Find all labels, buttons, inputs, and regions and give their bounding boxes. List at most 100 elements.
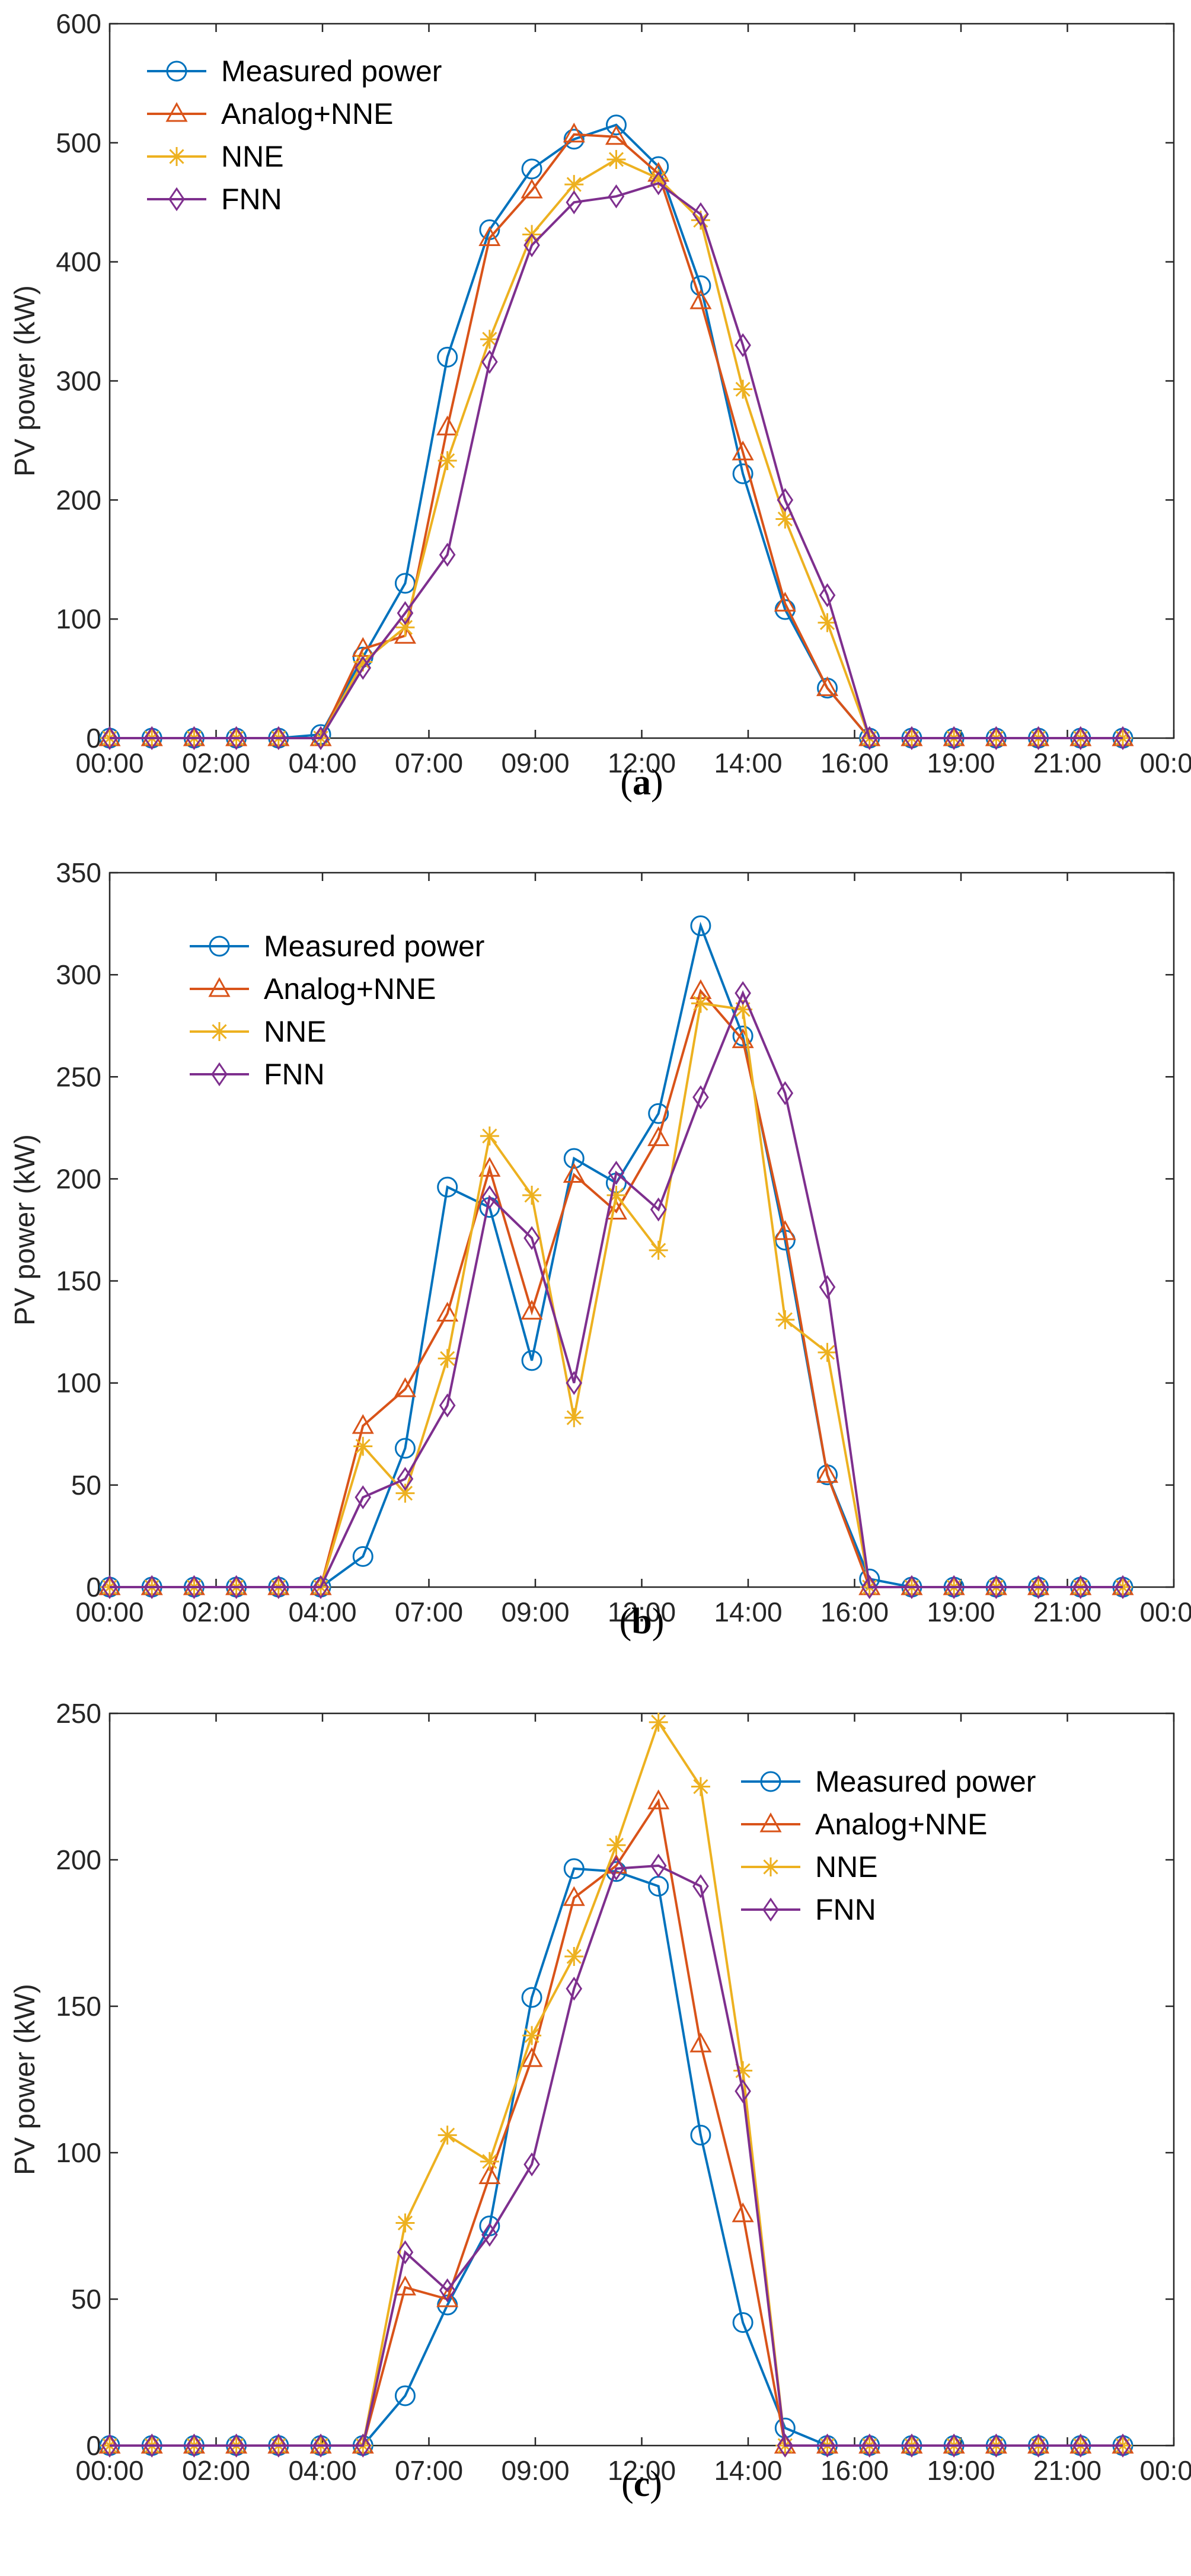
y-tick-label: 0 — [86, 1572, 101, 1603]
data-point — [819, 583, 836, 608]
data-point — [439, 542, 456, 567]
y-tick-label: 100 — [56, 604, 101, 634]
data-point — [903, 1575, 920, 1600]
y-tick-label: 300 — [56, 959, 101, 990]
data-point — [732, 2202, 754, 2223]
data-point — [735, 2079, 751, 2103]
data-point — [691, 210, 710, 230]
data-point — [521, 1987, 542, 2008]
data-point — [606, 1836, 626, 1855]
data-point — [394, 2385, 416, 2406]
legend-label: Analog+NNE — [264, 972, 436, 1005]
legend-marker — [760, 1771, 781, 1792]
y-axis-label: PV power (kW) — [9, 285, 41, 477]
data-point — [819, 1275, 836, 1300]
data-point — [270, 1575, 287, 1600]
y-tick-label: 200 — [56, 1844, 101, 1875]
y-tick-label: 600 — [56, 8, 101, 39]
caption-close: ) — [650, 2464, 662, 2504]
data-point — [143, 2433, 161, 2458]
data-point — [650, 1853, 667, 1878]
data-point — [481, 1185, 498, 1209]
data-point — [946, 726, 962, 751]
data-point — [481, 350, 498, 374]
chart-panel-c: 0 50 100 150 200 250 00:00 02:00 04:00 07:00 09:00… — [9, 1698, 1191, 2504]
data-point — [1030, 2433, 1047, 2458]
data-point — [522, 1185, 542, 1205]
y-tick-label: 350 — [56, 857, 101, 888]
data-point — [692, 202, 709, 226]
data-point — [647, 1126, 670, 1147]
data-point — [732, 2312, 753, 2334]
legend-marker — [210, 1022, 229, 1041]
data-point — [438, 451, 457, 471]
x-tick-label: 00:00 — [1139, 1597, 1191, 1627]
data-point — [1072, 2433, 1089, 2458]
data-point — [353, 1437, 373, 1456]
data-point — [312, 1575, 329, 1600]
data-point — [312, 2433, 329, 2458]
data-point — [270, 726, 287, 751]
caption-close: ) — [652, 1601, 665, 1642]
data-point — [563, 1886, 585, 1906]
data-point — [521, 158, 542, 180]
data-point — [436, 415, 459, 436]
legend-label: NNE — [815, 1850, 878, 1884]
data-point — [861, 1575, 878, 1600]
data-point — [988, 726, 1005, 751]
data-point — [692, 1085, 709, 1109]
caption-open: ( — [620, 1601, 632, 1642]
legend-label: Analog+NNE — [815, 1808, 987, 1841]
data-point — [564, 1947, 584, 1967]
data-point — [481, 2223, 498, 2247]
y-tick-label: 250 — [56, 1698, 101, 1729]
legend-marker — [167, 147, 186, 166]
data-point — [775, 1310, 795, 1329]
legend-marker — [211, 1062, 228, 1087]
data-point — [818, 1343, 837, 1362]
data-point — [439, 1393, 456, 1418]
y-tick-label: 500 — [56, 127, 101, 158]
x-tick-label: 00:00 — [75, 1597, 143, 1627]
x-tick-label: 09:00 — [501, 748, 569, 778]
data-point — [521, 1300, 543, 1320]
legend-label: Measured power — [815, 1765, 1036, 1798]
data-point — [691, 994, 710, 1013]
data-point — [395, 618, 415, 637]
data-point — [228, 726, 245, 751]
x-tick-label: 00:00 — [1139, 2455, 1191, 2486]
data-point — [436, 2287, 459, 2307]
data-point — [523, 2152, 540, 2177]
legend-label: FNN — [264, 1058, 325, 1091]
y-tick-label: 50 — [71, 2284, 101, 2315]
data-point — [647, 1789, 670, 1809]
y-tick-label: 200 — [56, 1163, 101, 1194]
data-point — [521, 178, 543, 199]
data-point — [437, 346, 458, 368]
data-point — [648, 1103, 669, 1124]
data-point — [1030, 1575, 1047, 1600]
data-point — [608, 1160, 625, 1185]
x-tick-label: 21:00 — [1033, 2455, 1101, 2486]
data-point — [439, 2278, 456, 2303]
data-point — [438, 2125, 457, 2145]
data-point — [649, 169, 668, 189]
data-point — [733, 2061, 753, 2080]
x-tick-label: 07:00 — [395, 2455, 463, 2486]
x-tick-label: 04:00 — [288, 748, 356, 778]
data-point — [606, 149, 626, 169]
y-tick-label: 200 — [56, 484, 101, 515]
data-point — [566, 1977, 583, 2001]
data-point — [523, 233, 540, 257]
y-tick-label: 150 — [56, 1991, 101, 2022]
x-tick-label: 16:00 — [820, 2455, 889, 2486]
series-fnn — [101, 171, 1131, 751]
data-point — [816, 676, 839, 697]
x-tick-label: 12:00 — [608, 748, 676, 778]
data-point — [186, 2433, 203, 2458]
data-point — [946, 1575, 962, 1600]
data-point — [228, 2433, 245, 2458]
x-tick-label: 19:00 — [927, 748, 995, 778]
data-point — [101, 1575, 118, 1600]
data-point — [564, 175, 584, 194]
